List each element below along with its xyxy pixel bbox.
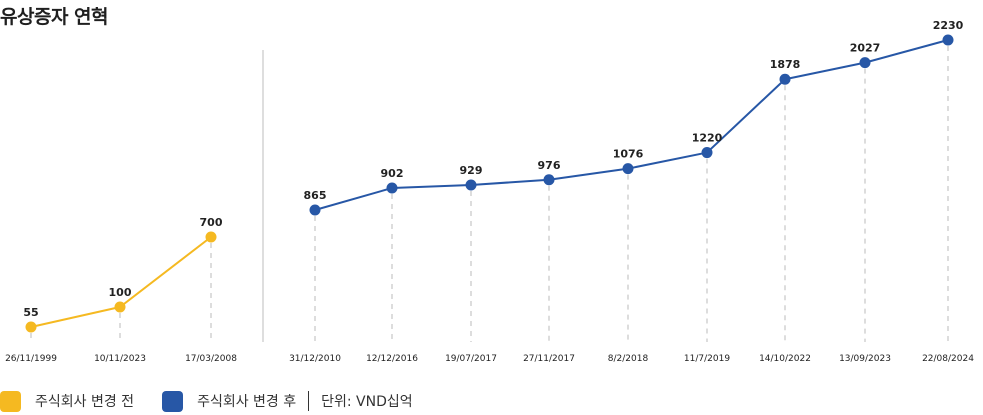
- data-label: 1878: [770, 58, 801, 71]
- data-label: 2230: [933, 19, 964, 32]
- legend-swatch-before: [0, 390, 21, 412]
- unit-label: 단위: VND십억: [321, 394, 413, 410]
- data-label: 865: [304, 189, 327, 202]
- x-tick-label: 12/12/2016: [366, 354, 418, 364]
- data-point: [543, 174, 555, 186]
- data-point: [386, 182, 398, 194]
- data-label: 100: [109, 286, 132, 299]
- data-point: [25, 321, 37, 333]
- data-point: [114, 301, 126, 313]
- data-point: [779, 73, 791, 85]
- data-point: [309, 204, 321, 216]
- legend-label-before: 주식회사 변경 전: [35, 394, 135, 410]
- legend-separator: [308, 391, 310, 411]
- data-point: [859, 57, 871, 69]
- data-label-layer: 55 100 700 865 902 929 976 1076 1220 1878 2027 2230: [23, 19, 963, 319]
- series-line-before: [30, 236, 212, 328]
- data-point-layer: [25, 34, 954, 333]
- data-point: [942, 34, 954, 46]
- data-point: [465, 179, 477, 191]
- series-line-after: [314, 39, 949, 211]
- x-tick-label: 17/03/2008: [185, 354, 237, 364]
- legend-swatch-after: [162, 390, 184, 412]
- x-tick-label: 26/11/1999: [5, 354, 57, 364]
- capital-increase-chart: 55 100 700 865 902 929 976 1076 1220 1878 2027 2230…: [5, 19, 974, 364]
- data-label: 2027: [850, 42, 881, 55]
- dropline-layer: [30, 46, 949, 342]
- data-label: 929: [460, 164, 483, 177]
- data-point: [701, 147, 713, 159]
- series-line-layer: [30, 39, 949, 328]
- x-tick-label: 22/08/2024: [922, 354, 974, 364]
- chart-legend: 주식회사 변경 전 주식회사 변경 후 단위: VND십억: [0, 389, 413, 413]
- x-tick-label: 14/10/2022: [759, 354, 811, 364]
- x-tick-label: 19/07/2017: [445, 354, 497, 364]
- data-label: 1220: [692, 132, 723, 145]
- legend-label-after: 주식회사 변경 후: [197, 394, 297, 410]
- data-label: 1076: [613, 148, 644, 161]
- data-label: 902: [381, 167, 404, 180]
- x-tick-label-layer: 26/11/1999 10/11/2023 17/03/2008 31/12/2010…: [5, 354, 974, 364]
- data-point: [622, 163, 634, 175]
- data-point: [205, 231, 217, 243]
- x-tick-label: 13/09/2023: [839, 354, 891, 364]
- x-tick-label: 8/2/2018: [608, 354, 649, 364]
- x-tick-label: 11/7/2019: [684, 354, 730, 364]
- x-tick-label: 27/11/2017: [523, 354, 575, 364]
- data-label: 700: [200, 216, 223, 229]
- page-title: 유상증자 연혁: [0, 6, 109, 28]
- data-label: 976: [538, 159, 561, 172]
- x-tick-label: 31/12/2010: [289, 354, 341, 364]
- legend-item-after: 주식회사 변경 후 단위: VND십억: [162, 390, 413, 412]
- data-label: 55: [23, 306, 38, 319]
- x-tick-label: 10/11/2023: [94, 354, 146, 364]
- legend-item-before: 주식회사 변경 전: [0, 390, 135, 412]
